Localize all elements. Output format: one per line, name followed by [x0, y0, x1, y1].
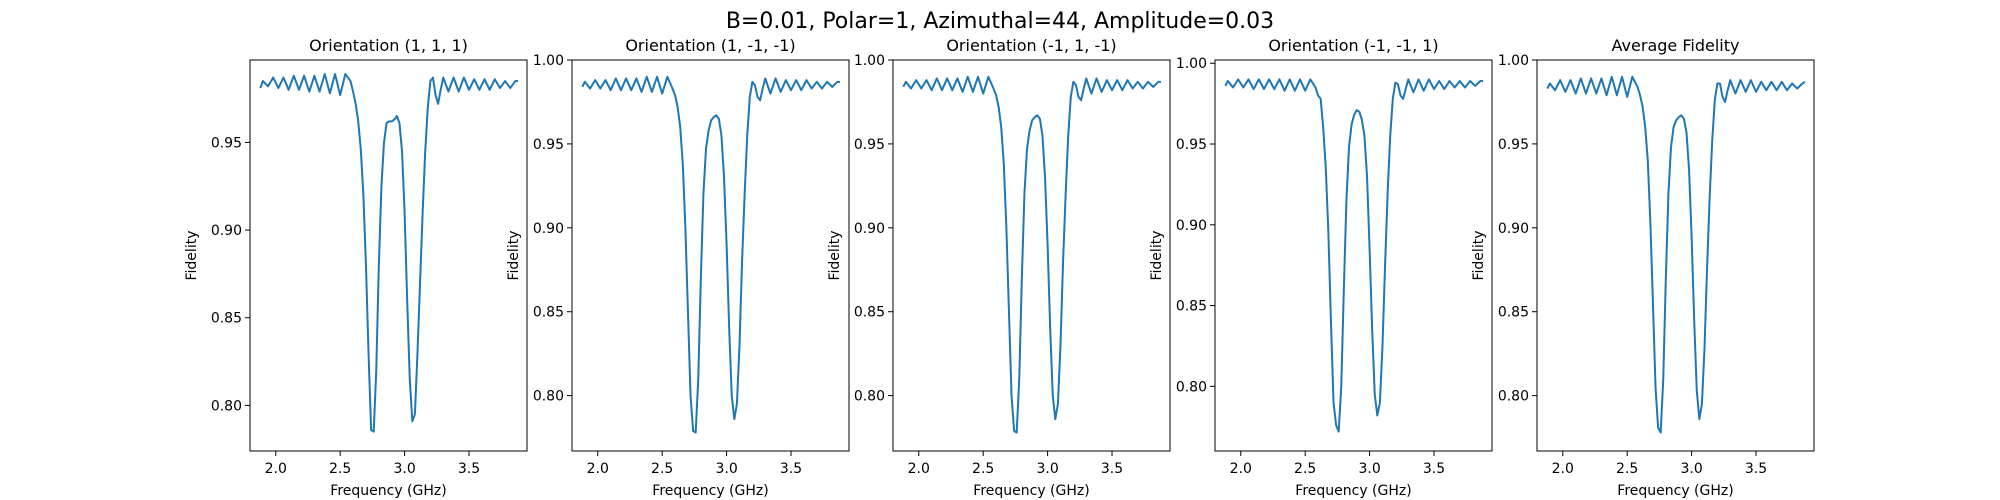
subplot-2: Orientation (1, -1, -1) 2.0 2.5 3.0 3.5 0.80 0…	[506, 36, 850, 499]
y-tick-label: 0.80	[1176, 379, 1207, 395]
subplot-1: Orientation (1, 1, 1) 2.0 2.5 3.0 3.5 0.80 0.8…	[184, 36, 528, 499]
subplot-title: Orientation (1, 1, 1)	[309, 36, 468, 55]
x-tick-label: 3.0	[715, 461, 737, 477]
y-tick-label: 0.90	[211, 223, 242, 239]
y-tick-label: 0.90	[533, 221, 564, 237]
y-tick-label: 0.80	[854, 389, 885, 405]
y-tick-label: 0.95	[533, 137, 564, 153]
subplot-5: Average Fidelity 2.0 2.5 3.0 3.5 0.80 0.85 0.90…	[1471, 36, 1815, 499]
figure-title: B=0.01, Polar=1, Azimuthal=44, Amplitude…	[726, 9, 1274, 34]
y-tick-label: 0.90	[1176, 218, 1207, 234]
x-tick-label: 2.5	[329, 461, 351, 477]
panels: Orientation (1, 1, 1) 2.0 2.5 3.0 3.5 0.80 0.8…	[184, 36, 1815, 499]
fidelity-series-line	[1224, 78, 1483, 433]
x-axis-label: Frequency (GHz)	[330, 483, 446, 499]
axes-frame	[892, 59, 1171, 452]
y-tick-label: 0.95	[1176, 137, 1207, 153]
x-tick-label: 3.5	[1745, 461, 1767, 477]
y-tick-label: 0.80	[211, 398, 242, 414]
x-tick-label: 2.0	[1552, 461, 1574, 477]
y-axis-label: Fidelity	[827, 231, 843, 281]
y-axis-label: Fidelity	[1149, 231, 1165, 281]
x-tick-label: 3.0	[1036, 461, 1058, 477]
y-tick-label: 0.85	[211, 311, 242, 327]
fidelity-series-line	[259, 73, 518, 433]
fidelity-series-line	[902, 75, 1161, 434]
y-tick-label: 1.00	[1498, 53, 1529, 69]
y-axis-label: Fidelity	[184, 231, 200, 281]
fidelity-series-line	[1546, 75, 1806, 434]
y-tick-label: 0.85	[533, 305, 564, 321]
subplot-title: Average Fidelity	[1612, 36, 1740, 55]
x-tick-label: 3.0	[1358, 461, 1380, 477]
y-tick-label: 0.90	[1498, 221, 1529, 237]
x-tick-label: 3.5	[1101, 461, 1123, 477]
x-axis-label: Frequency (GHz)	[1295, 483, 1411, 499]
y-axis-label: Fidelity	[1471, 231, 1487, 281]
x-tick-label: 3.5	[1423, 461, 1445, 477]
subplot-title: Orientation (1, -1, -1)	[625, 36, 795, 55]
x-tick-label: 2.0	[265, 461, 287, 477]
subplot-4: Orientation (-1, -1, 1) 2.0 2.5 3.0 3.5 0.80 0…	[1149, 36, 1493, 499]
subplot-3: Orientation (-1, 1, -1) 2.0 2.5 3.0 3.5 0.80 0…	[827, 36, 1171, 499]
subplot-title: Orientation (-1, 1, -1)	[946, 36, 1116, 55]
axes-frame	[249, 59, 528, 452]
x-tick-label: 2.5	[1616, 461, 1638, 477]
x-axis-label: Frequency (GHz)	[1617, 483, 1733, 499]
x-axis-label: Frequency (GHz)	[652, 483, 768, 499]
x-tick-label: 2.0	[1230, 461, 1252, 477]
y-tick-label: 1.00	[533, 53, 564, 69]
y-tick-label: 0.80	[1498, 389, 1529, 405]
x-tick-label: 3.0	[1680, 461, 1702, 477]
axes-frame	[1536, 59, 1815, 452]
x-tick-label: 2.0	[587, 461, 609, 477]
y-tick-label: 1.00	[854, 53, 885, 69]
y-tick-label: 0.85	[854, 305, 885, 321]
axes-frame	[1214, 59, 1493, 452]
subplot-title: Orientation (-1, -1, 1)	[1268, 36, 1438, 55]
x-tick-label: 2.0	[908, 461, 930, 477]
fidelity-series-line	[581, 75, 840, 434]
y-tick-label: 0.95	[854, 137, 885, 153]
y-tick-label: 0.80	[533, 389, 564, 405]
y-tick-label: 0.95	[1498, 137, 1529, 153]
x-tick-label: 2.5	[651, 461, 673, 477]
x-tick-label: 2.5	[972, 461, 994, 477]
y-tick-label: 0.90	[854, 221, 885, 237]
x-tick-label: 3.0	[393, 461, 415, 477]
y-axis-label: Fidelity	[506, 231, 522, 281]
x-tick-label: 3.5	[458, 461, 480, 477]
x-axis-label: Frequency (GHz)	[973, 483, 1089, 499]
y-tick-label: 1.00	[1176, 56, 1207, 72]
y-tick-label: 0.85	[1176, 299, 1207, 315]
x-tick-label: 3.5	[780, 461, 802, 477]
x-tick-label: 2.5	[1294, 461, 1316, 477]
axes-frame	[571, 59, 850, 452]
y-tick-label: 0.95	[211, 135, 242, 151]
y-tick-label: 0.85	[1498, 305, 1529, 321]
